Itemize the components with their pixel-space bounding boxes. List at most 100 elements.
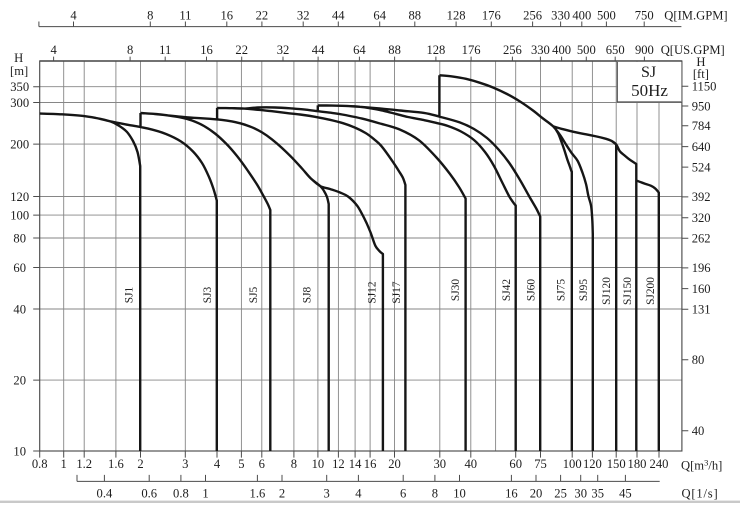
svg-text:64: 64 (353, 43, 366, 57)
svg-text:11: 11 (159, 43, 171, 57)
svg-text:640: 640 (692, 140, 711, 154)
svg-text:Q[IM.GPM]: Q[IM.GPM] (664, 8, 727, 22)
svg-text:3: 3 (324, 487, 330, 501)
svg-text:[m]: [m] (10, 64, 28, 78)
svg-text:60: 60 (509, 457, 522, 471)
svg-text:950: 950 (692, 99, 711, 113)
svg-text:524: 524 (692, 160, 712, 174)
svg-text:392: 392 (692, 190, 711, 204)
svg-text:25: 25 (554, 487, 567, 501)
svg-text:650: 650 (606, 43, 625, 57)
svg-text:SJ42: SJ42 (501, 279, 513, 301)
svg-text:750: 750 (635, 8, 654, 22)
svg-text:SJ75: SJ75 (555, 279, 567, 301)
svg-text:120: 120 (583, 457, 602, 471)
svg-text:80: 80 (692, 353, 705, 367)
svg-text:40: 40 (465, 457, 478, 471)
svg-text:SJ1: SJ1 (124, 286, 136, 303)
svg-text:4: 4 (214, 457, 221, 471)
svg-text:80: 80 (13, 231, 26, 245)
svg-text:330: 330 (551, 8, 570, 22)
svg-text:320: 320 (692, 211, 711, 225)
svg-text:1.2: 1.2 (76, 457, 92, 471)
svg-text:SJ3: SJ3 (202, 286, 214, 303)
svg-text:4: 4 (70, 8, 77, 22)
svg-text:180: 180 (628, 457, 647, 471)
svg-text:6: 6 (259, 457, 265, 471)
svg-text:5: 5 (238, 457, 244, 471)
svg-text:200: 200 (10, 137, 29, 151)
svg-text:SJ12: SJ12 (367, 281, 379, 303)
svg-text:64: 64 (373, 8, 386, 22)
svg-text:900: 900 (635, 43, 654, 57)
svg-text:784: 784 (692, 119, 712, 133)
svg-text:14: 14 (349, 457, 362, 471)
svg-text:400: 400 (572, 8, 591, 22)
svg-text:1: 1 (61, 457, 67, 471)
svg-text:60: 60 (13, 261, 26, 275)
svg-text:11: 11 (179, 8, 191, 22)
svg-text:128: 128 (426, 43, 445, 57)
svg-text:[ft]: [ft] (693, 67, 709, 81)
svg-text:196: 196 (692, 261, 711, 275)
svg-text:500: 500 (577, 43, 596, 57)
svg-text:88: 88 (409, 8, 422, 22)
svg-text:H: H (14, 51, 23, 65)
svg-text:256: 256 (523, 8, 542, 22)
svg-text:20: 20 (13, 373, 26, 387)
svg-text:350: 350 (10, 80, 29, 94)
svg-text:16: 16 (200, 43, 213, 57)
svg-text:100: 100 (10, 208, 29, 222)
svg-text:Q[1/s]: Q[1/s] (682, 487, 719, 501)
svg-text:120: 120 (10, 190, 29, 204)
svg-text:2: 2 (279, 487, 285, 501)
svg-text:6: 6 (400, 487, 406, 501)
svg-text:44: 44 (312, 43, 325, 57)
svg-text:20: 20 (530, 487, 543, 501)
svg-text:10: 10 (312, 457, 325, 471)
svg-text:0.4: 0.4 (97, 487, 113, 501)
svg-text:2: 2 (137, 457, 143, 471)
svg-text:400: 400 (552, 43, 571, 57)
svg-text:SJ30: SJ30 (450, 279, 462, 301)
svg-text:44: 44 (332, 8, 345, 22)
svg-text:30: 30 (434, 457, 447, 471)
svg-text:35: 35 (591, 487, 604, 501)
svg-text:50Hz: 50Hz (631, 81, 668, 100)
svg-text:10: 10 (13, 444, 26, 458)
svg-text:1.6: 1.6 (108, 457, 124, 471)
svg-text:SJ: SJ (641, 64, 656, 81)
svg-text:75: 75 (534, 457, 547, 471)
svg-text:H: H (696, 55, 705, 69)
svg-text:SJ200: SJ200 (645, 277, 657, 305)
svg-text:SJ8: SJ8 (302, 286, 314, 303)
svg-text:SJ5: SJ5 (248, 286, 260, 303)
svg-text:12: 12 (332, 457, 345, 471)
svg-text:45: 45 (619, 487, 632, 501)
svg-text:131: 131 (692, 303, 711, 317)
svg-text:30: 30 (574, 487, 587, 501)
svg-text:176: 176 (482, 8, 501, 22)
svg-text:330: 330 (531, 43, 550, 57)
svg-text:SJ17: SJ17 (391, 281, 403, 303)
svg-text:Q[m3/h]: Q[m3/h] (681, 458, 722, 473)
svg-text:500: 500 (597, 8, 616, 22)
svg-text:SJ150: SJ150 (622, 277, 634, 305)
svg-text:40: 40 (13, 302, 26, 316)
svg-text:150: 150 (607, 457, 626, 471)
svg-text:0.6: 0.6 (141, 487, 157, 501)
svg-text:22: 22 (256, 8, 269, 22)
svg-text:262: 262 (692, 232, 711, 246)
svg-text:1150: 1150 (692, 80, 717, 94)
svg-text:1: 1 (202, 487, 208, 501)
svg-text:128: 128 (447, 8, 466, 22)
svg-text:176: 176 (462, 43, 481, 57)
svg-text:SJ60: SJ60 (526, 279, 538, 301)
svg-text:0.8: 0.8 (173, 487, 189, 501)
svg-text:4: 4 (50, 43, 57, 57)
svg-text:40: 40 (692, 424, 705, 438)
svg-text:16: 16 (221, 8, 234, 22)
svg-text:0.8: 0.8 (32, 457, 48, 471)
svg-text:300: 300 (10, 96, 29, 110)
svg-text:16: 16 (505, 487, 518, 501)
